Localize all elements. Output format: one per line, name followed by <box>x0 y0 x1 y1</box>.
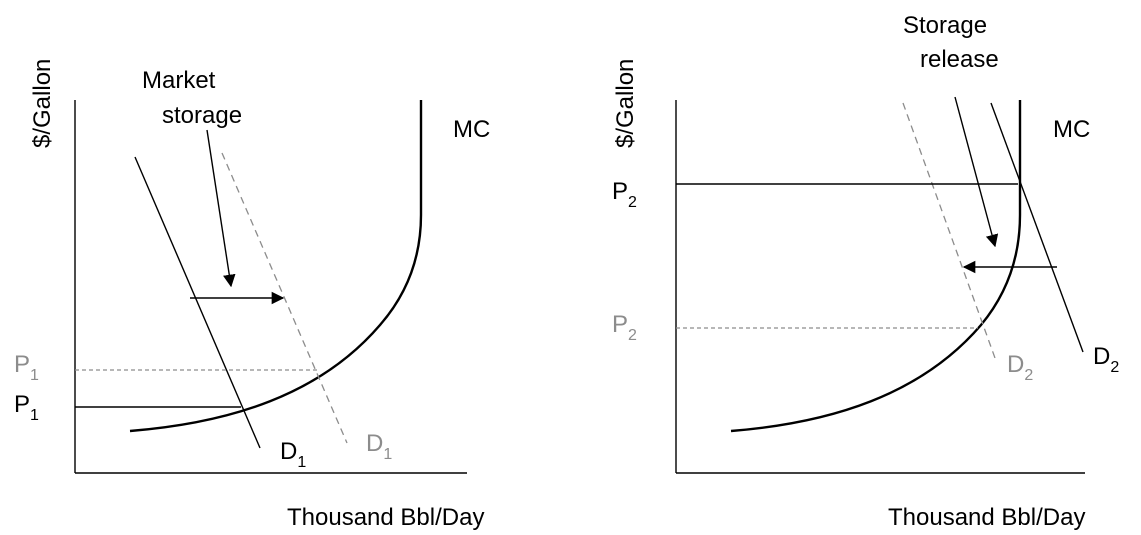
left-annotation-line1: Market <box>142 67 216 94</box>
left-price-high-label: P1 <box>14 351 39 384</box>
left-demand-original-label: D1 <box>280 438 306 471</box>
right-annotation-line1: Storage <box>903 12 987 39</box>
left-mc-label: MC <box>453 116 490 143</box>
right-demand-shifted-line <box>902 102 996 359</box>
left-annotation-line2: storage <box>162 102 242 129</box>
left-mc-curve <box>129 100 423 433</box>
right-x-axis-label: Thousand Bbl/Day <box>888 504 1085 531</box>
left-x-axis-label: Thousand Bbl/Day <box>287 504 484 531</box>
right-price-low-label: P2 <box>612 311 637 344</box>
left-demand-shifted-line <box>221 152 348 444</box>
right-annotation-line2: release <box>920 46 999 73</box>
left-price-low-label: P1 <box>14 391 39 424</box>
left-demand-original-line <box>134 156 261 449</box>
left-annotation-pointer <box>206 129 236 288</box>
right-annotation-pointer <box>954 96 999 248</box>
left-demand-shifted-label: D1 <box>366 430 392 463</box>
right-y-axis-label: $/Gallon <box>612 59 639 148</box>
right-mc-label: MC <box>1053 116 1090 143</box>
left-y-axis-label: $/Gallon <box>29 59 56 148</box>
right-demand-original-line <box>990 102 1084 353</box>
left-panel: $/Gallon Thousand Bbl/Day MC Market stor… <box>14 59 490 531</box>
right-price-high-label: P2 <box>612 178 637 211</box>
right-panel: $/Gallon Thousand Bbl/Day MC Storage rel… <box>612 12 1119 531</box>
right-mc-curve <box>730 100 1022 433</box>
right-demand-shifted-label: D2 <box>1007 351 1033 384</box>
right-demand-original-label: D2 <box>1093 343 1119 376</box>
